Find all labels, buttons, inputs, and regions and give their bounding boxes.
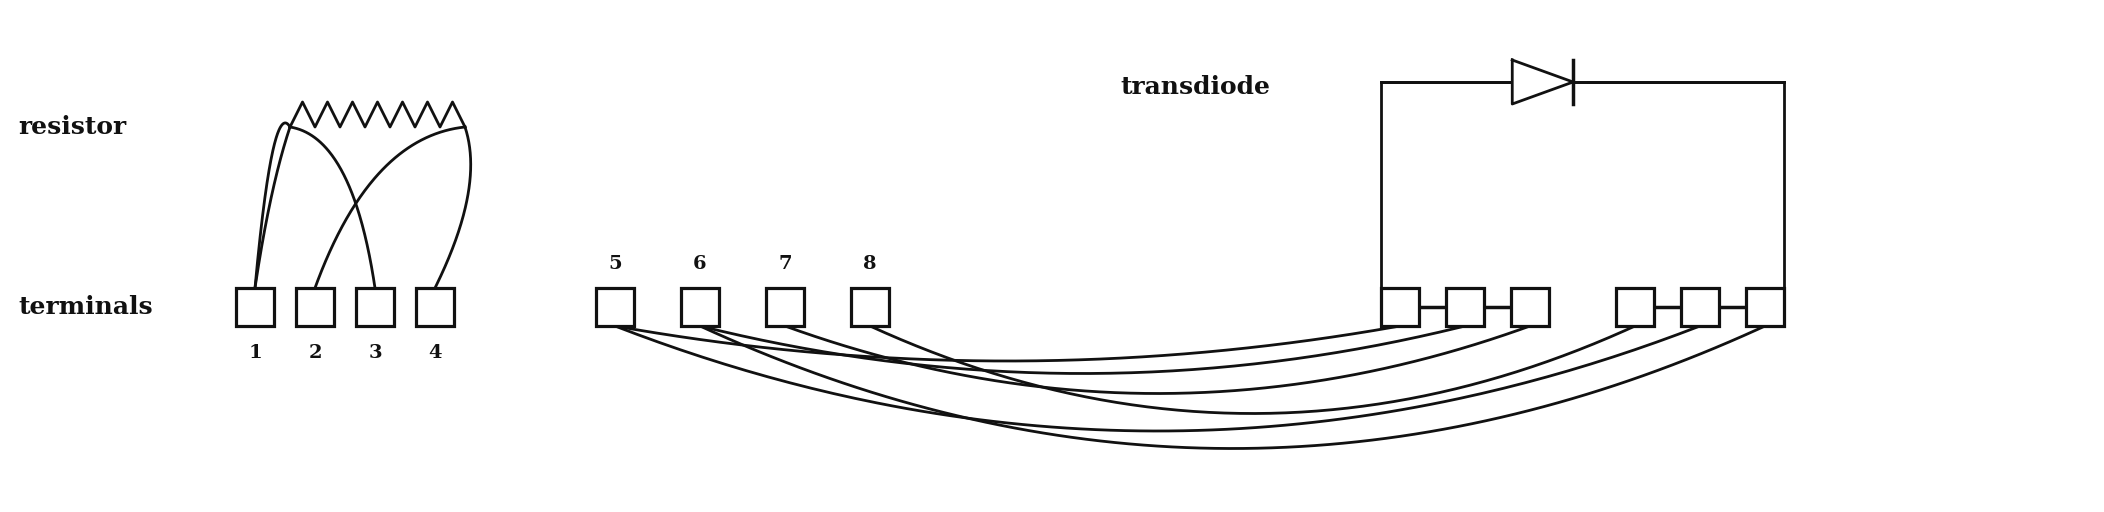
Polygon shape bbox=[1513, 60, 1574, 104]
Text: 6: 6 bbox=[692, 255, 707, 273]
Bar bbox=[1681, 288, 1719, 326]
Text: 2: 2 bbox=[309, 344, 322, 362]
Bar bbox=[595, 288, 633, 326]
Bar bbox=[1445, 288, 1483, 326]
Text: transdiode: transdiode bbox=[1119, 75, 1271, 99]
Bar bbox=[1616, 288, 1654, 326]
Text: 4: 4 bbox=[429, 344, 442, 362]
Bar bbox=[297, 288, 335, 326]
Text: 3: 3 bbox=[368, 344, 381, 362]
Bar bbox=[1380, 288, 1418, 326]
Bar bbox=[356, 288, 393, 326]
Text: 1: 1 bbox=[248, 344, 261, 362]
Text: 7: 7 bbox=[778, 255, 791, 273]
Text: 5: 5 bbox=[608, 255, 623, 273]
Text: terminals: terminals bbox=[19, 295, 154, 319]
Bar bbox=[417, 288, 454, 326]
Text: 8: 8 bbox=[863, 255, 877, 273]
Bar bbox=[1511, 288, 1549, 326]
Bar bbox=[1746, 288, 1784, 326]
Bar bbox=[682, 288, 720, 326]
Bar bbox=[236, 288, 274, 326]
Bar bbox=[766, 288, 804, 326]
Bar bbox=[850, 288, 890, 326]
Text: resistor: resistor bbox=[19, 115, 126, 139]
